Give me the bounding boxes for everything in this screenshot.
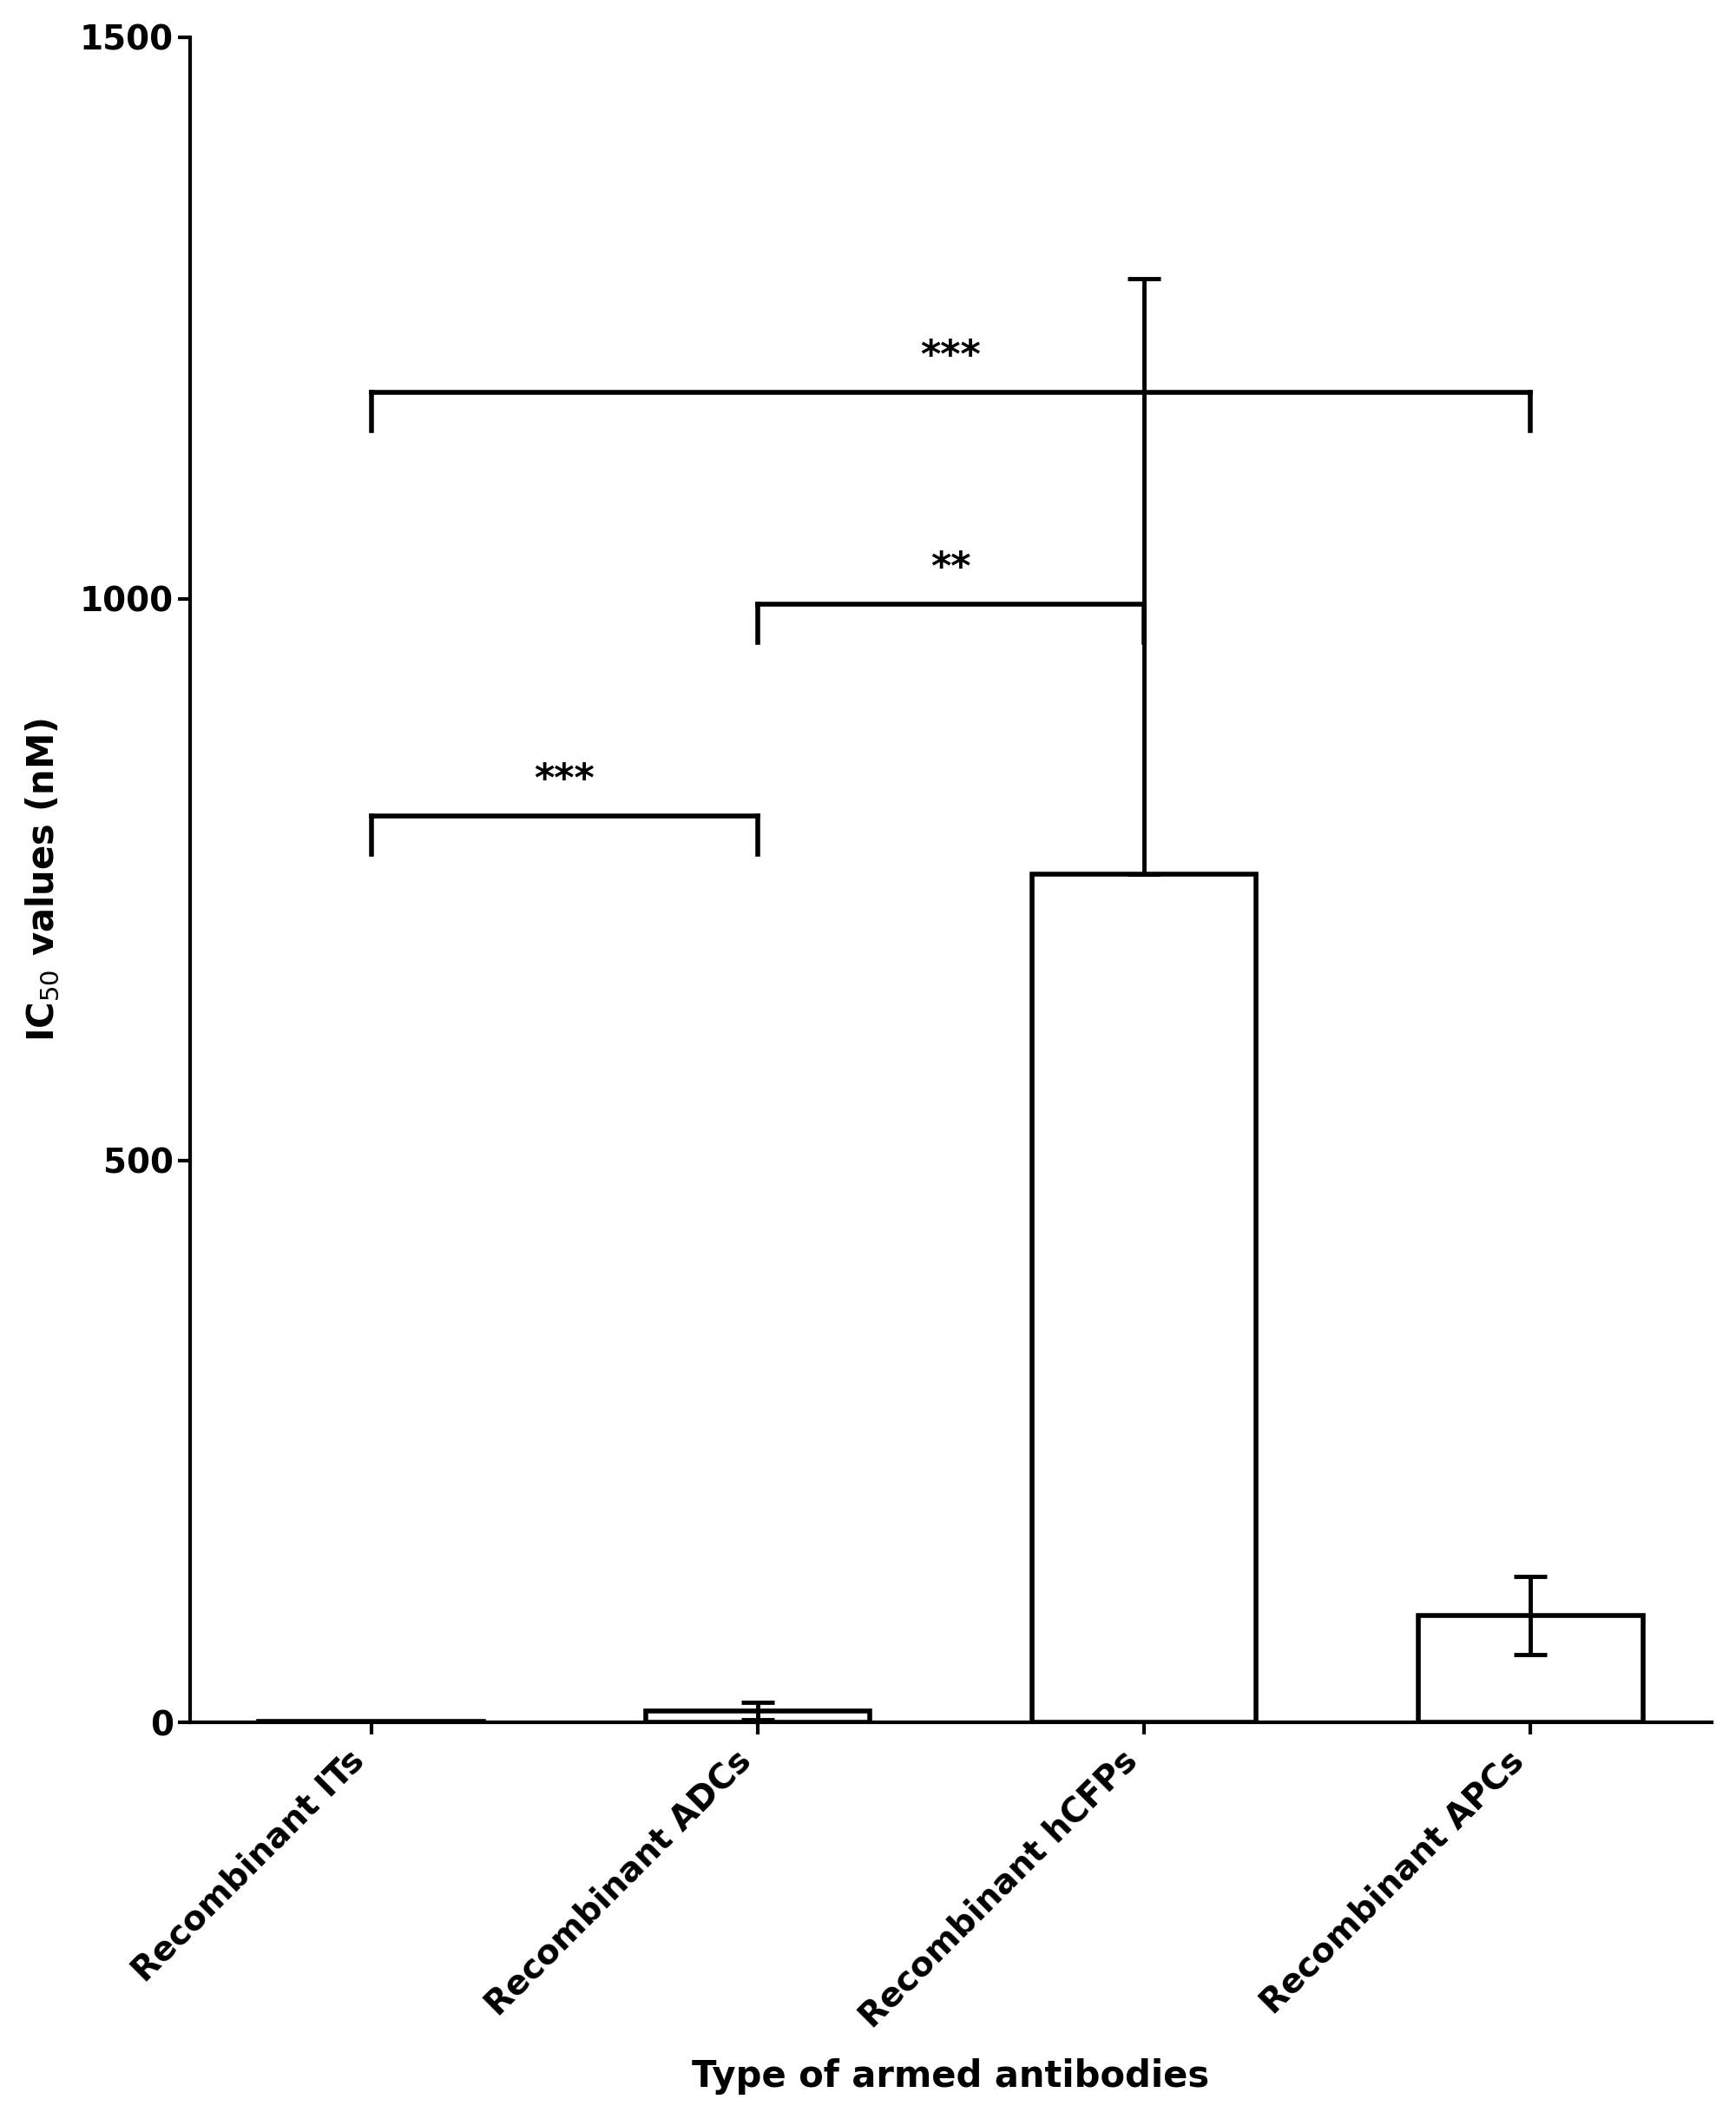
Bar (646, 1712, 870, 1723)
X-axis label: Type of armed antibodies: Type of armed antibodies (693, 2058, 1210, 2096)
Text: ***: *** (920, 337, 981, 375)
Text: ***: *** (535, 761, 595, 799)
Bar (1418, 1615, 1642, 1723)
Bar (1031, 875, 1257, 1723)
Text: **: ** (930, 549, 970, 587)
Y-axis label: IC$_{50}$ values (nM): IC$_{50}$ values (nM) (24, 718, 61, 1043)
